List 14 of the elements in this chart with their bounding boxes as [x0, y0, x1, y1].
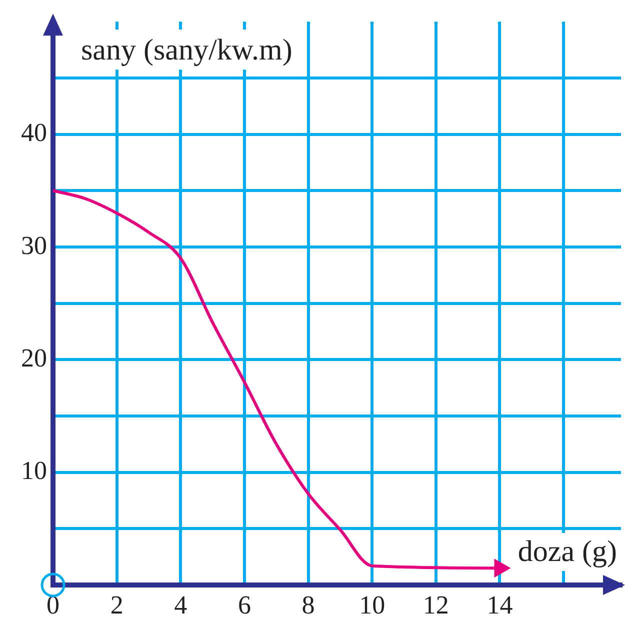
x-tick-label: 12	[422, 590, 449, 620]
x-tick-label: 6	[238, 590, 251, 620]
x-tick-label: 10	[359, 590, 386, 620]
y-tick-label: 20	[21, 343, 47, 372]
x-axis-title: doza (g)	[518, 535, 617, 568]
x-tick-label: 8	[302, 590, 315, 620]
x-tick-label: 4	[174, 590, 188, 620]
y-tick-label: 30	[21, 230, 47, 260]
x-tick-label: 14	[486, 590, 513, 620]
x-tick-label: 2	[110, 590, 124, 620]
y-tick-label: 10	[21, 456, 47, 486]
y-tick-label: 40	[21, 118, 47, 148]
x-tick-label: 0	[46, 590, 60, 620]
y-axis-title: sany (sany/kw.m)	[81, 34, 292, 67]
